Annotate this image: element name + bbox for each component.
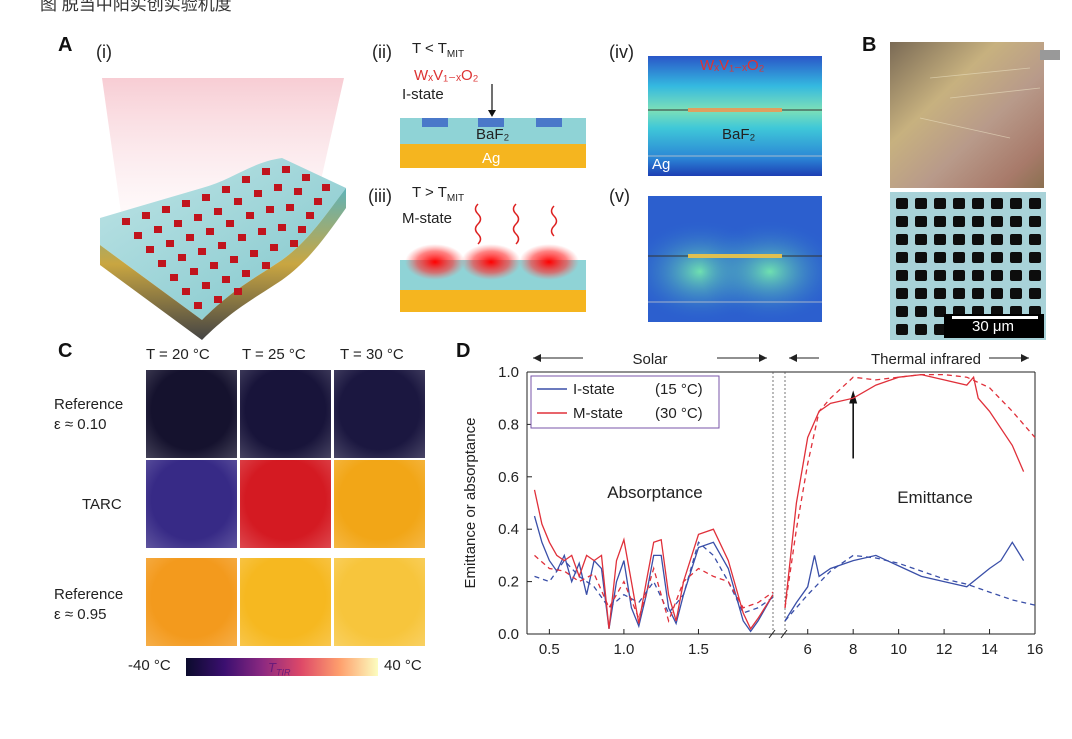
legend-label: I-state bbox=[573, 381, 615, 398]
iv-compound-label: WₓV₁₋ₓO₂ bbox=[700, 57, 765, 74]
y-tick-label: 0.2 bbox=[498, 574, 519, 591]
x-tick-label: 10 bbox=[890, 641, 907, 658]
legend-note: (30 °C) bbox=[655, 405, 703, 422]
thermal-cell-r2-c0 bbox=[146, 558, 237, 646]
col-header-30: T = 30 °C bbox=[340, 346, 404, 363]
v-field-map bbox=[648, 196, 822, 322]
thermal-cell-r1-c2 bbox=[334, 460, 425, 548]
iv-ag-label: Ag bbox=[652, 156, 671, 173]
row-label-ref-high: Reference bbox=[54, 586, 124, 603]
panel-a-ii-label: (ii) bbox=[372, 42, 392, 62]
ii-baf2-label: BaF₂ bbox=[476, 126, 510, 143]
iii-temp-label: T > TMIT bbox=[412, 184, 465, 204]
iii-state-label: M-state bbox=[402, 210, 453, 227]
x-tick-label: 16 bbox=[1027, 641, 1044, 658]
series-m-state-dashed-ir bbox=[784, 373, 1036, 608]
row-label-ref-high-eps: ε ≈ 0.95 bbox=[54, 606, 107, 623]
iv-field-map bbox=[648, 56, 822, 176]
legend-note: (15 °C) bbox=[655, 381, 703, 398]
axis-break-mark bbox=[780, 629, 788, 639]
ir-arrowhead-left bbox=[789, 354, 797, 362]
thermal-cell-r1-c1 bbox=[240, 460, 331, 548]
ii-cross-section bbox=[400, 84, 586, 168]
emittance-annotation: Emittance bbox=[897, 488, 973, 507]
absorptance-annotation: Absorptance bbox=[607, 483, 702, 502]
ii-compound-label: WₓV₁₋ₓO₂ bbox=[414, 67, 479, 84]
thermal-cell-r0-c1 bbox=[240, 370, 331, 458]
ii-state-label: I-state bbox=[402, 86, 444, 103]
col-header-20: T = 20 °C bbox=[146, 346, 210, 363]
panel-a-letter: A bbox=[58, 34, 73, 56]
scale-bar-label: 30 μm bbox=[972, 318, 1014, 335]
x-tick-label: 1.5 bbox=[688, 641, 709, 658]
series-i-state-dashed-solar bbox=[534, 541, 774, 615]
solar-arrowhead-right bbox=[759, 354, 767, 362]
colorbar-min-label: -40 °C bbox=[128, 657, 171, 674]
series-i-state-dashed-ir bbox=[784, 554, 1036, 622]
panel-a-v-label: (v) bbox=[609, 186, 630, 206]
legend-label: M-state bbox=[573, 405, 623, 422]
y-tick-label: 0.0 bbox=[498, 626, 519, 643]
axis-break-mark bbox=[768, 629, 776, 639]
microscope-image bbox=[890, 192, 1046, 340]
row-label-ref-low: Reference bbox=[54, 396, 124, 413]
series-m-state-solid-ir bbox=[784, 373, 1025, 608]
panel-a-i-label: (i) bbox=[96, 42, 112, 62]
metasurface-3d-illustration bbox=[100, 78, 346, 340]
x-tick-label: 6 bbox=[804, 641, 812, 658]
colorbar bbox=[186, 658, 378, 676]
region-ir-label: Thermal infrared bbox=[871, 351, 981, 368]
panel-b-letter: B bbox=[862, 34, 877, 56]
panel-a-iii-label: (iii) bbox=[368, 186, 392, 206]
spectral-chart: 0.0 0.2 0.4 0.6 0.8 1.0 0.5 1.0 1.5 6 8 10 12 14 16 Sol… bbox=[462, 351, 1044, 658]
x-tick-label: 14 bbox=[981, 641, 998, 658]
x-tick-label: 1.0 bbox=[613, 641, 634, 658]
series-m-state-solid-solar bbox=[533, 489, 774, 631]
legend-box bbox=[530, 375, 720, 429]
iii-cross-section bbox=[400, 203, 586, 312]
thermal-cell-r1-c0 bbox=[146, 460, 237, 548]
colorbar-title: TTIR bbox=[268, 660, 291, 678]
thermal-cell-r0-c0 bbox=[146, 370, 237, 458]
y-tick-label: 0.4 bbox=[498, 521, 519, 538]
solar-arrowhead-left bbox=[533, 354, 541, 362]
x-tick-label: 8 bbox=[849, 641, 857, 658]
y-tick-label: 0.6 bbox=[498, 469, 519, 486]
thermal-cell-r2-c1 bbox=[240, 558, 331, 646]
x-tick-label: 0.5 bbox=[539, 641, 560, 658]
transition-arrowhead bbox=[849, 390, 858, 404]
ii-temp-label: T < TMIT bbox=[412, 40, 465, 60]
series-m-state-dashed-solar bbox=[534, 554, 774, 623]
series-i-state-solid-solar bbox=[533, 515, 774, 633]
ir-arrowhead-right bbox=[1021, 354, 1029, 362]
ii-ag-label: Ag bbox=[482, 150, 501, 167]
col-header-25: T = 25 °C bbox=[242, 346, 306, 363]
caption-fragment: 图 脱当中阳实创实验机度 bbox=[40, 0, 232, 14]
region-solar-label: Solar bbox=[632, 351, 667, 368]
y-tick-label: 1.0 bbox=[498, 364, 519, 381]
iv-baf2-label: BaF₂ bbox=[722, 126, 756, 143]
metasurface-squares bbox=[122, 166, 330, 309]
y-tick-label: 0.8 bbox=[498, 416, 519, 433]
thermal-cell-r2-c2 bbox=[334, 558, 425, 646]
series-i-state-solid-ir bbox=[784, 541, 1025, 622]
panel-d-letter: D bbox=[456, 340, 471, 362]
panel-c-letter: C bbox=[58, 340, 73, 362]
row-label-ref-low-eps: ε ≈ 0.10 bbox=[54, 416, 107, 433]
colorbar-max-label: 40 °C bbox=[384, 657, 422, 674]
y-axis-title: Emittance or absorptance bbox=[462, 418, 479, 589]
thermal-cell-r0-c2 bbox=[334, 370, 425, 458]
panel-a-iv-label: (iv) bbox=[609, 42, 634, 62]
sample-photo bbox=[890, 42, 1060, 188]
x-tick-label: 12 bbox=[936, 641, 953, 658]
row-label-tarc: TARC bbox=[82, 496, 122, 513]
